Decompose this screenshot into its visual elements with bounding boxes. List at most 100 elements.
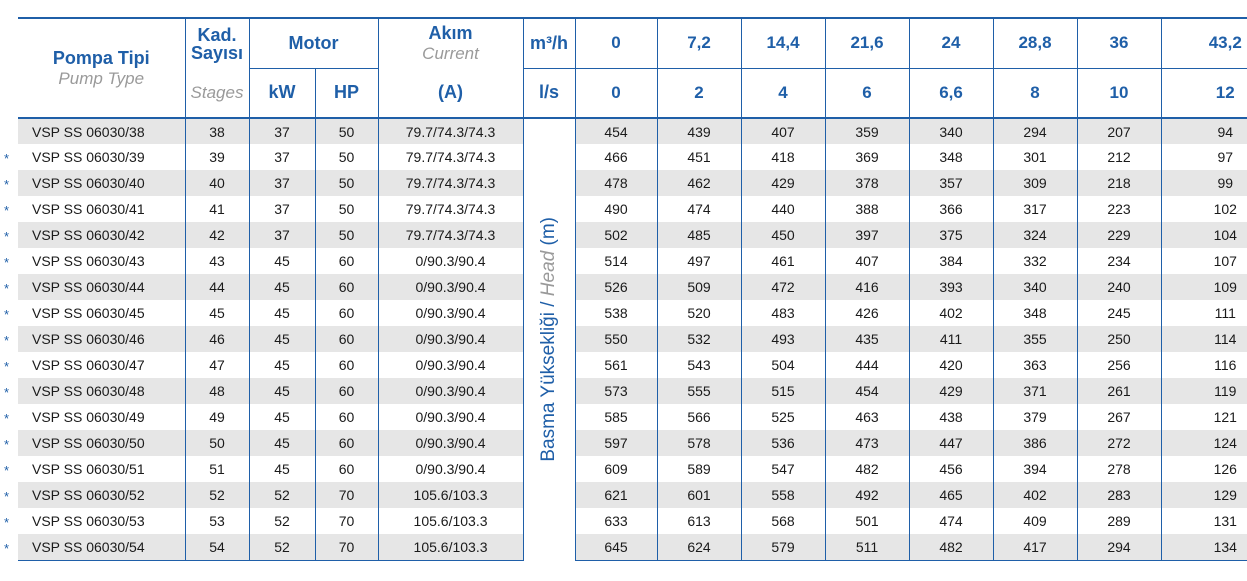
head-value-cell: 601: [656, 482, 742, 508]
head-value-cell: 566: [656, 404, 742, 430]
current-label-en: Current: [422, 44, 479, 63]
model-cell: VSP SS 06030/41: [32, 201, 145, 217]
head-value-cell: 561: [574, 352, 658, 378]
kw-cell: 45: [248, 248, 315, 274]
head-value-cell: 357: [908, 170, 994, 196]
model-cell: VSP SS 06030/46: [18, 326, 185, 352]
head-value-cell: 119: [1160, 378, 1247, 404]
head-value-cell: 340: [908, 118, 994, 144]
hp-cell: 60: [314, 430, 379, 456]
head-value-cell: 416: [824, 274, 910, 300]
head-value-cell: 447: [908, 430, 994, 456]
head-value-cell: 633: [574, 508, 658, 534]
table-row: VSP SS 06030/48 48 45 60 0/90.3/90.4 573 555 51…: [18, 378, 1247, 404]
table-row: VSP SS 06030/49 49 45 60 0/90.3/90.4 585 566 52…: [18, 404, 1247, 430]
flow-m3h-5: 28,8: [992, 18, 1078, 69]
head-value-cell: 463: [824, 404, 910, 430]
table-body: VSP SS 06030/38 38 37 50 79.7/74.3/74.3 Basma…: [18, 118, 1247, 561]
kw-cell: 45: [248, 274, 315, 300]
hp-cell: 60: [314, 378, 379, 404]
head-value-cell: 573: [574, 378, 658, 404]
head-value-cell: 462: [656, 170, 742, 196]
head-value-cell: 126: [1160, 456, 1247, 482]
star-marker: *: [4, 411, 10, 426]
pump-type-header: Pompa Tipi Pump Type: [18, 18, 185, 119]
table-row: VSP SS 06030/45 45 45 60 0/90.3/90.4 538 520 48…: [18, 300, 1247, 326]
head-value-cell: 514: [574, 248, 658, 274]
table-row: VSP SS 06030/42 42 37 50 79.7/74.3/74.3 502 48…: [18, 222, 1247, 248]
hp-cell: 60: [314, 404, 379, 430]
stages-cell: 40: [184, 170, 249, 196]
head-value-cell: 532: [656, 326, 742, 352]
head-value-cell: 97: [1160, 144, 1247, 170]
star-marker: *: [4, 281, 10, 296]
stages-label-1: Kad.: [197, 24, 237, 45]
head-value-cell: 624: [656, 534, 742, 561]
head-value-cell: 116: [1160, 352, 1247, 378]
kw-cell: 45: [248, 404, 315, 430]
head-value-cell: 131: [1160, 508, 1247, 534]
head-value-cell: 538: [574, 300, 658, 326]
head-value-cell: 394: [992, 456, 1078, 482]
hp-cell: 50: [314, 170, 379, 196]
flow-m3h-0: 0: [574, 18, 658, 69]
head-value-cell: 294: [1076, 534, 1162, 561]
head-value-cell: 375: [908, 222, 994, 248]
table-row: VSP SS 06030/52 52 52 70 105.6/103.3 621 601 55…: [18, 482, 1247, 508]
hp-cell: 50: [314, 196, 379, 222]
star-marker: *: [4, 229, 10, 244]
head-value-cell: 547: [740, 456, 826, 482]
head-value-cell: 111: [1160, 300, 1247, 326]
model-cell: VSP SS 06030/45: [32, 305, 145, 321]
current-cell: 0/90.3/90.4: [377, 326, 524, 352]
kw-cell: 45: [248, 326, 315, 352]
head-value-cell: 461: [740, 248, 826, 274]
table-row: VSP SS 06030/54 54 52 70 105.6/103.3 645 624 57…: [18, 534, 1247, 561]
head-value-cell: 515: [740, 378, 826, 404]
flow-ls-0: 0: [574, 68, 658, 118]
current-cell: 79.7/74.3/74.3: [377, 118, 524, 144]
star-marker: *: [4, 255, 10, 270]
head-value-cell: 482: [908, 534, 994, 561]
flow-m3h-6: 36: [1076, 18, 1162, 69]
head-value-cell: 283: [1076, 482, 1162, 508]
head-label-unit: (m): [538, 217, 560, 251]
kw-cell: 37: [248, 196, 315, 222]
hp-cell: 60: [314, 326, 379, 352]
head-value-cell: 525: [740, 404, 826, 430]
head-value-cell: 490: [574, 196, 658, 222]
pump-type-label: Pompa Tipi: [52, 47, 150, 68]
head-value-cell: 397: [824, 222, 910, 248]
kw-cell: 45: [248, 456, 315, 482]
hp-cell: 60: [314, 300, 379, 326]
star-marker: *: [4, 203, 10, 218]
head-value-cell: 450: [740, 222, 826, 248]
head-value-cell: 550: [574, 326, 658, 352]
model-cell: VSP SS 06030/48: [18, 378, 185, 404]
table-row: VSP SS 06030/47 47 45 60 0/90.3/90.4 561 543 50…: [18, 352, 1247, 378]
table-row: VSP SS 06030/43 43 45 60 0/90.3/90.4 514 497 46…: [18, 248, 1247, 274]
stages-label-2: Sayısı: [190, 42, 244, 63]
table-row: VSP SS 06030/50 50 45 60 0/90.3/90.4 597 578 53…: [18, 430, 1247, 456]
head-value-cell: 520: [656, 300, 742, 326]
stages-cell: 51: [184, 456, 249, 482]
kw-cell: 37: [248, 118, 315, 144]
kw-cell: 37: [248, 144, 315, 170]
current-cell: 79.7/74.3/74.3: [377, 196, 524, 222]
current-cell: 0/90.3/90.4: [377, 248, 524, 274]
stages-cell: 48: [184, 378, 249, 404]
head-value-cell: 597: [574, 430, 658, 456]
stages-cell: 45: [184, 300, 249, 326]
kw-cell: 45: [248, 378, 315, 404]
head-value-cell: 94: [1160, 118, 1247, 144]
head-value-cell: 355: [992, 326, 1078, 352]
stages-cell: 43: [184, 248, 249, 274]
head-value-cell: 234: [1076, 248, 1162, 274]
head-value-cell: 543: [656, 352, 742, 378]
head-value-cell: 526: [574, 274, 658, 300]
head-value-cell: 212: [1076, 144, 1162, 170]
head-value-cell: 245: [1076, 300, 1162, 326]
model-cell: VSP SS 06030/50: [18, 430, 185, 456]
table-row: VSP SS 06030/40 40 37 50 79.7/74.3/74.3 478 46…: [18, 170, 1247, 196]
model-cell: VSP SS 06030/47: [32, 357, 145, 373]
